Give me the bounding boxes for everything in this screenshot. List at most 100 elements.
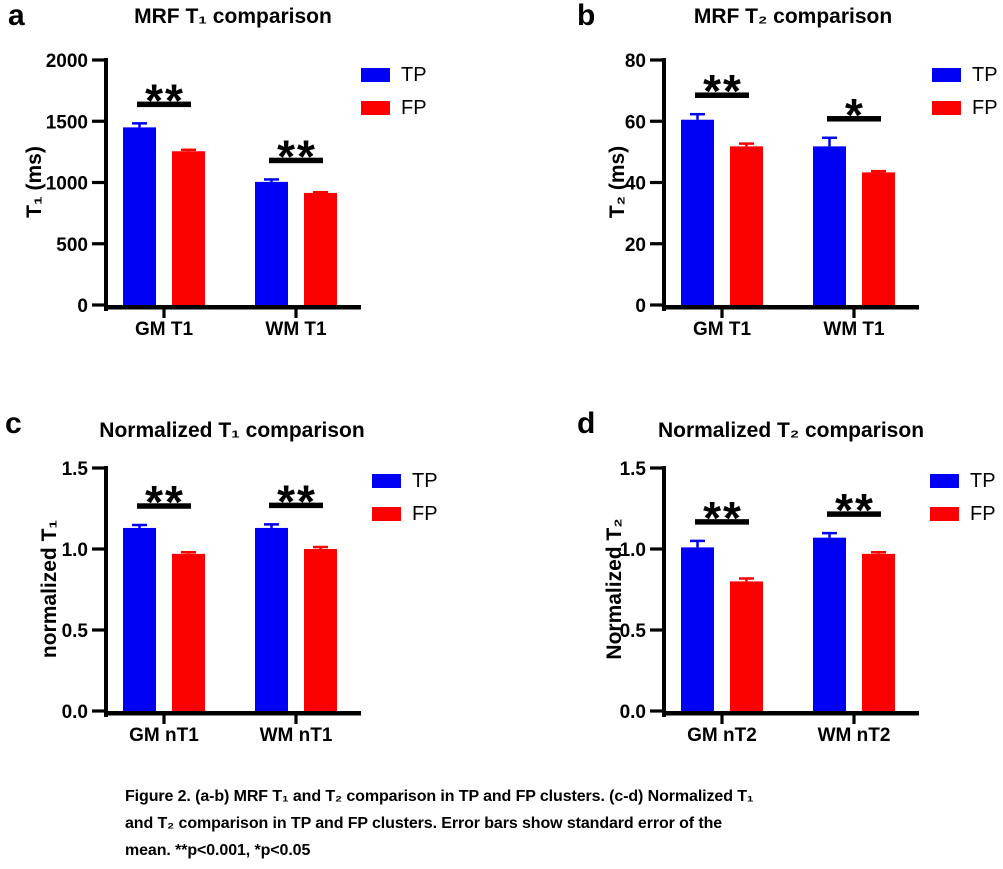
bar-fp <box>730 581 763 711</box>
y-tick <box>92 119 104 123</box>
panel-c: c Normalized T₁ comparison normalized T₁… <box>0 408 503 803</box>
bar-fp <box>172 151 205 305</box>
bar-tp <box>813 146 846 305</box>
significance-line <box>269 157 323 164</box>
legend-item-fp: FP <box>932 98 998 118</box>
chart-title: Normalized T₂ comparison <box>657 419 925 442</box>
bar-chart: 0 20 40 60 80 GM T1 ** WM T1 * <box>625 51 919 340</box>
y-tick <box>650 303 662 307</box>
y-tick <box>92 547 104 551</box>
y-tick-label: 0.5 <box>620 621 647 642</box>
x-tick <box>162 715 166 724</box>
significance-mark: ** <box>145 476 185 528</box>
y-tick <box>92 58 104 62</box>
panel-d: d Normalized T₂ comparison Normalized T₂… <box>558 408 1003 803</box>
significance-mark: ** <box>703 492 743 544</box>
legend-swatch-fp <box>932 101 961 115</box>
x-tick <box>162 309 166 318</box>
legend-label-tp: TP <box>401 64 427 86</box>
y-tick <box>92 628 104 632</box>
x-axis-line <box>662 711 919 716</box>
bar-tp <box>255 527 288 711</box>
bar-chart: 0 500 1000 1500 2000 GM T1 ** WM T1 ** <box>46 51 361 340</box>
y-tick-label: 0.0 <box>62 702 88 723</box>
y-tick-label: 0 <box>635 296 646 317</box>
panel-letter: b <box>577 0 596 32</box>
bar-fp <box>304 549 337 711</box>
bar-chart: 0.0 0.5 1.0 1.5 GM nT1 ** WM nT1 ** <box>62 459 361 746</box>
y-tick <box>650 58 662 62</box>
x-tick <box>852 309 856 318</box>
y-axis-line <box>662 58 666 311</box>
legend-swatch-fp <box>361 101 390 115</box>
x-tick <box>294 309 298 318</box>
legend-item-tp: TP <box>361 64 427 86</box>
x-axis-line <box>104 305 361 310</box>
y-tick-label: 40 <box>625 174 646 195</box>
x-tick <box>720 715 724 724</box>
y-tick-label: 2000 <box>46 51 88 72</box>
panel-letter: a <box>8 0 25 32</box>
bar-fp <box>730 146 763 305</box>
significance-line <box>695 92 749 98</box>
y-tick <box>650 628 662 632</box>
panel-a: a MRF T₁ comparison T₁ (ms) 0 500 1000 1500… <box>0 0 503 395</box>
x-tick <box>852 715 856 724</box>
legend-label-tp: TP <box>972 64 998 86</box>
x-category-label: WM nT2 <box>818 725 891 746</box>
significance-line <box>695 519 749 525</box>
bar-tp <box>681 119 714 305</box>
significance-line <box>269 502 323 509</box>
y-axis-line <box>662 466 666 717</box>
bar-tp <box>123 127 156 305</box>
x-axis-line <box>662 305 919 310</box>
y-tick-label: 500 <box>56 235 88 256</box>
y-tick-label: 0 <box>77 296 88 317</box>
legend-label-fp: FP <box>412 503 438 525</box>
significance-mark: ** <box>703 65 743 117</box>
bar-tp <box>123 527 156 711</box>
chart-title: MRF T₁ comparison <box>134 5 332 28</box>
bar-fp <box>304 192 337 305</box>
legend: TP FP <box>372 470 438 540</box>
legend: TP FP <box>361 64 427 134</box>
x-tick <box>294 715 298 724</box>
caption-line-3: mean. **p<0.001, *p<0.05 <box>125 842 311 859</box>
figure-caption: Figure 2. (a-b) MRF T₁ and T₂ comparison… <box>125 783 754 864</box>
x-tick <box>720 309 724 318</box>
legend-label-fp: FP <box>401 97 427 119</box>
x-axis-line <box>104 711 361 716</box>
bar-tp <box>681 547 714 711</box>
significance-line <box>137 503 191 509</box>
y-tick <box>92 303 104 307</box>
y-tick-label: 80 <box>625 51 646 72</box>
significance-mark: ** <box>835 484 875 536</box>
panel-letter: c <box>5 407 22 440</box>
x-category-label: WM nT1 <box>260 725 333 746</box>
legend-label-fp: FP <box>970 503 996 525</box>
y-tick <box>650 466 662 470</box>
y-tick-label: 1000 <box>46 174 88 195</box>
chart-title: Normalized T₁ comparison <box>99 419 365 442</box>
y-tick <box>650 547 662 551</box>
y-tick <box>650 180 662 185</box>
x-category-label: GM T1 <box>135 319 193 340</box>
y-axis-line <box>104 466 108 717</box>
legend-item-fp: FP <box>372 503 438 525</box>
x-category-label: WM T1 <box>265 319 327 340</box>
y-axis-line <box>104 58 108 311</box>
y-tick-label: 1.5 <box>620 459 647 480</box>
legend-swatch-tp <box>361 68 390 82</box>
y-tick <box>92 709 104 713</box>
x-category-label: GM nT1 <box>129 725 199 746</box>
y-tick-label: 1500 <box>46 112 88 133</box>
legend: TP FP <box>930 471 996 540</box>
legend-label-tp: TP <box>412 470 438 492</box>
legend-item-tp: TP <box>930 471 996 491</box>
legend-swatch-tp <box>932 68 961 82</box>
panel-b: b MRF T₂ comparison T₂ (ms) 0 20 40 60 80 GM … <box>558 0 1003 395</box>
y-tick-label: 20 <box>625 235 646 256</box>
x-category-label: WM T1 <box>823 319 885 340</box>
legend-swatch-fp <box>372 507 401 521</box>
